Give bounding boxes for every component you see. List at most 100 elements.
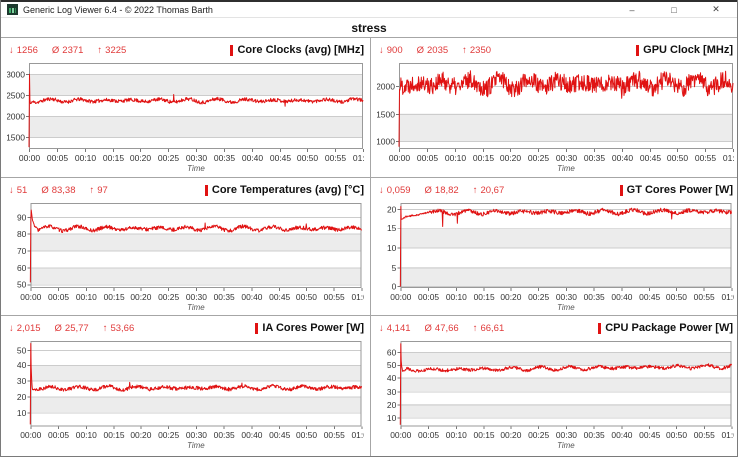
svg-text:00:55: 00:55 <box>694 430 715 440</box>
svg-text:15: 15 <box>387 223 397 233</box>
series-color-marker <box>598 322 602 334</box>
line-chart-gt-cores-power[interactable]: 0 5 10 15 20 00:00 00:05 00:10 00:15 00:20 00:25 00… <box>377 199 734 315</box>
window-title: Generic Log Viewer 6.4 - © 2022 Thomas B… <box>23 4 213 15</box>
svg-text:00:20: 00:20 <box>500 292 521 302</box>
line-chart-ia-cores-power[interactable]: 10 20 30 40 50 00:00 00:05 00:10 00:15 00:20 00:25… <box>7 337 364 457</box>
svg-text:00:40: 00:40 <box>612 153 634 163</box>
line-chart-core-temperatures[interactable]: 50 60 70 80 90 00:00 00:05 00:10 00:15 00:20 00:25… <box>7 199 364 315</box>
max-arrow-icon: ↑ <box>89 184 95 196</box>
svg-text:50: 50 <box>387 360 397 370</box>
close-button[interactable]: ✕ <box>712 4 720 14</box>
min-arrow-icon: ↓ <box>379 322 384 334</box>
panel-cpu-package-power: ↓ 4,141 Ø 47,66 ↑ 66,61 CPU Package Power [… <box>370 315 737 457</box>
chart-title: CPU Package Power [W] <box>598 322 733 334</box>
svg-text:00:40: 00:40 <box>611 292 632 302</box>
svg-text:00:15: 00:15 <box>474 430 495 440</box>
stat-min: ↓ 0,059 <box>379 184 411 196</box>
line-chart-gpu-clock[interactable]: 1000 1500 2000 00:00 00:05 00:10 00:15 00:20 00:… <box>377 59 734 177</box>
svg-text:00:45: 00:45 <box>639 430 660 440</box>
stat-min: ↓ 2,015 <box>9 322 41 334</box>
min-arrow-icon: ↓ <box>379 44 384 56</box>
svg-text:00:55: 00:55 <box>694 292 715 302</box>
svg-text:00:05: 00:05 <box>417 153 439 163</box>
svg-text:Time: Time <box>557 303 575 312</box>
stat-avg: Ø 2371 <box>51 44 84 56</box>
svg-text:00:25: 00:25 <box>528 153 550 163</box>
stat-avg: Ø 2035 <box>416 44 449 56</box>
avg-icon: Ø <box>51 44 60 56</box>
svg-text:00:20: 00:20 <box>500 430 521 440</box>
svg-text:Time: Time <box>187 164 205 173</box>
svg-text:00:35: 00:35 <box>214 430 235 440</box>
svg-text:00:10: 00:10 <box>76 292 97 302</box>
svg-text:00:45: 00:45 <box>639 292 660 302</box>
svg-text:90: 90 <box>17 212 27 222</box>
svg-text:Time: Time <box>187 441 205 450</box>
svg-text:00:35: 00:35 <box>584 292 605 302</box>
svg-text:00:35: 00:35 <box>584 430 605 440</box>
max-arrow-icon: ↑ <box>97 44 103 56</box>
svg-text:0: 0 <box>392 282 397 292</box>
svg-text:00:20: 00:20 <box>500 153 522 163</box>
svg-text:3000: 3000 <box>7 70 25 80</box>
svg-text:00:25: 00:25 <box>158 430 179 440</box>
svg-text:20: 20 <box>17 392 27 402</box>
stat-max: ↑ 3225 <box>97 44 127 56</box>
avg-icon: Ø <box>416 44 424 56</box>
series-color-marker <box>255 322 259 334</box>
svg-text:10: 10 <box>387 243 397 253</box>
max-arrow-icon: ↑ <box>102 322 108 334</box>
svg-text:60: 60 <box>387 347 397 357</box>
svg-text:00:40: 00:40 <box>242 153 264 163</box>
svg-text:00:05: 00:05 <box>418 292 439 302</box>
svg-text:30: 30 <box>387 387 397 397</box>
svg-text:40: 40 <box>17 360 27 370</box>
svg-text:00:50: 00:50 <box>666 292 687 302</box>
max-arrow-icon: ↑ <box>472 184 478 196</box>
svg-text:20: 20 <box>387 204 397 214</box>
svg-text:00:35: 00:35 <box>584 153 606 163</box>
svg-text:00:05: 00:05 <box>48 292 69 302</box>
minimize-button[interactable]: – <box>629 4 635 15</box>
chart-title: Core Clocks (avg) [MHz] <box>230 44 364 56</box>
maximize-button[interactable]: □ <box>671 4 677 15</box>
svg-text:01:00: 01:00 <box>351 292 364 302</box>
stat-max: ↑ 53,66 <box>102 322 135 334</box>
svg-text:01:00: 01:00 <box>353 153 364 163</box>
avg-icon: Ø <box>424 184 432 196</box>
svg-text:10: 10 <box>387 413 397 423</box>
line-chart-core-clocks[interactable]: 1500 2000 2500 3000 00:00 00:05 00:10 00:15 00:2… <box>7 59 364 177</box>
app-icon <box>7 4 18 15</box>
page-title: stress <box>1 18 737 37</box>
svg-text:70: 70 <box>17 246 27 256</box>
window-controls: – □ ✕ <box>611 2 737 17</box>
svg-text:00:10: 00:10 <box>446 292 467 302</box>
panel-gpu-clock: ↓ 900 Ø 2035 ↑ 2350 GPU Clock [MHz] 1000 150… <box>370 38 737 177</box>
chart-stats: ↓ 4,141 Ø 47,66 ↑ 66,61 <box>377 323 504 334</box>
svg-text:00:00: 00:00 <box>20 430 41 440</box>
svg-text:00:45: 00:45 <box>269 292 290 302</box>
panel-core-temperatures: ↓ 51 Ø 83,38 ↑ 97 Core Temperatures (avg) [… <box>1 177 370 315</box>
svg-text:01:00: 01:00 <box>723 153 734 163</box>
svg-text:01:00: 01:00 <box>352 430 364 440</box>
svg-text:00:55: 00:55 <box>324 430 345 440</box>
min-arrow-icon: ↓ <box>379 184 384 196</box>
min-arrow-icon: ↓ <box>9 44 14 56</box>
svg-text:01:00: 01:00 <box>721 292 734 302</box>
svg-text:60: 60 <box>17 263 27 273</box>
svg-text:1500: 1500 <box>7 133 25 143</box>
svg-text:40: 40 <box>387 373 397 383</box>
svg-text:00:45: 00:45 <box>270 153 292 163</box>
stat-avg: Ø 83,38 <box>41 184 76 196</box>
svg-text:50: 50 <box>17 345 27 355</box>
svg-text:00:40: 00:40 <box>611 430 632 440</box>
stat-max: ↑ 2350 <box>462 44 492 56</box>
svg-text:00:20: 00:20 <box>130 153 152 163</box>
svg-text:00:10: 00:10 <box>76 430 97 440</box>
stat-min: ↓ 1256 <box>9 44 38 56</box>
svg-text:00:40: 00:40 <box>241 292 262 302</box>
max-arrow-icon: ↑ <box>472 322 478 334</box>
series-color-marker <box>636 44 640 56</box>
chart-stats: ↓ 1256 Ø 2371 ↑ 3225 <box>7 45 126 56</box>
line-chart-cpu-package-power[interactable]: 10 20 30 40 50 60 00:00 00:05 00:10 00:15 00:20 00:… <box>377 337 734 457</box>
